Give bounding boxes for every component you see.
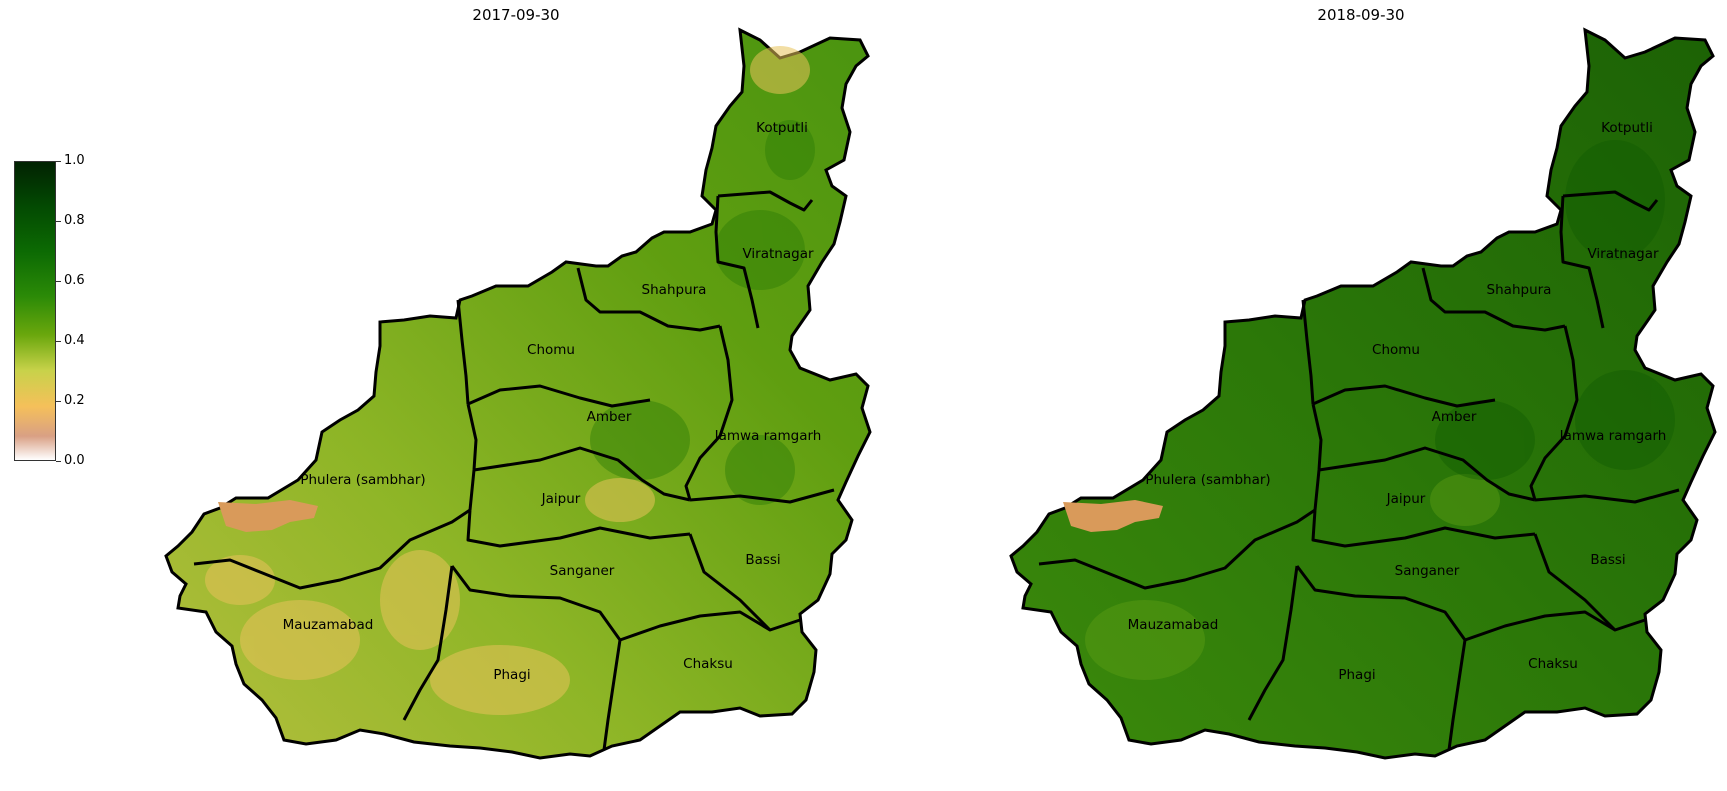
district-label: Mauzamabad: [1128, 617, 1219, 633]
district-label: Viratnagar: [1587, 246, 1658, 262]
map-right: Kotputli Viratnagar Shahpura Chomu Amber…: [1009, 28, 1717, 760]
district-label: Phulera (sambhar): [1145, 472, 1270, 488]
district-label: Jamwa ramgarh: [714, 428, 822, 444]
district-label: Amber: [1432, 409, 1477, 425]
district-label: Viratnagar: [742, 246, 813, 262]
district-label: Mauzamabad: [283, 617, 374, 633]
district-label: Jaipur: [1386, 491, 1426, 507]
district-label: Phagi: [493, 667, 530, 683]
district-label: Bassi: [1590, 552, 1625, 568]
district-label: Phulera (sambhar): [300, 472, 425, 488]
district-label: Jaipur: [541, 491, 581, 507]
district-label: Shahpura: [1487, 282, 1552, 298]
district-label: Phagi: [1338, 667, 1375, 683]
district-label: Jamwa ramgarh: [1559, 428, 1667, 444]
district-label: Bassi: [745, 552, 780, 568]
district-label: Sanganer: [550, 563, 615, 579]
district-label: Shahpura: [642, 282, 707, 298]
panel-title-left: 2017-09-30: [472, 6, 560, 24]
district-label: Chaksu: [683, 656, 733, 672]
district-label: Chomu: [527, 342, 575, 358]
map-left: Kotputli Viratnagar Shahpura Chomu Amber…: [164, 28, 872, 760]
district-label: Kotputli: [1601, 120, 1653, 136]
district-label: Sanganer: [1395, 563, 1460, 579]
district-label: Chaksu: [1528, 656, 1578, 672]
district-label: Kotputli: [756, 120, 808, 136]
district-label: Amber: [587, 409, 632, 425]
panel-title-right: 2018-09-30: [1317, 6, 1405, 24]
district-label: Chomu: [1372, 342, 1420, 358]
colorbar: [14, 161, 56, 461]
